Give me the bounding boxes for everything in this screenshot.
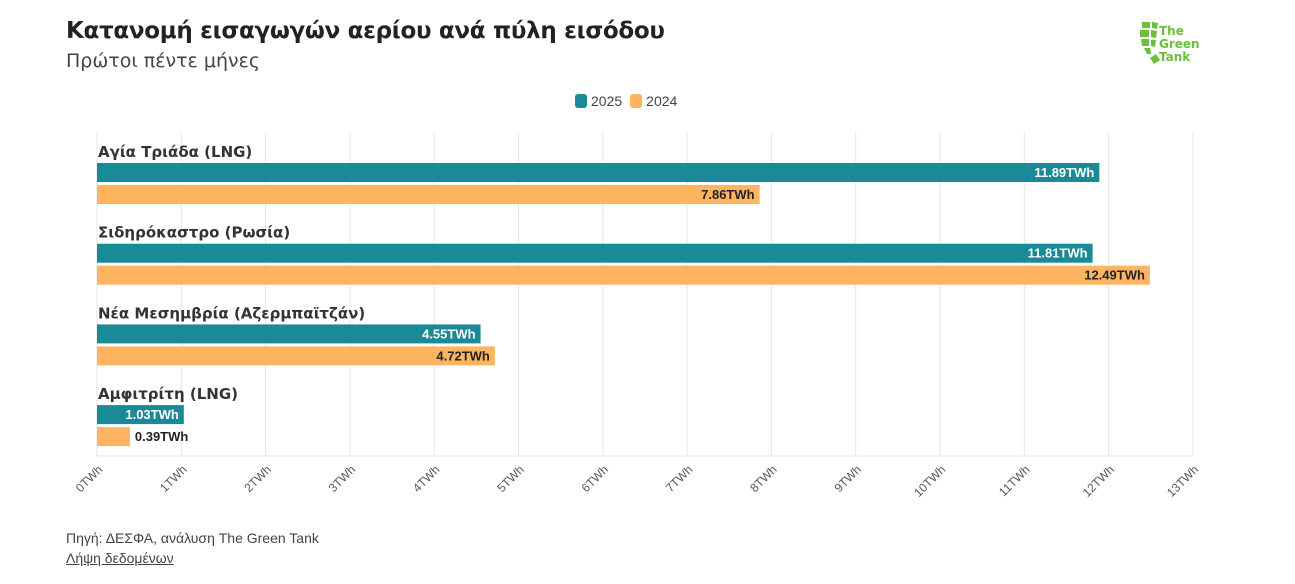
bar [97, 185, 760, 204]
legend-label-2024: 2024 [646, 93, 678, 109]
category-label: Αμφιτρίτη (LNG) [98, 385, 238, 403]
x-tick-label: 8TWh [747, 462, 780, 495]
legend-label-2025: 2025 [591, 93, 623, 109]
bar [97, 346, 495, 366]
x-tick-label: 3TWh [326, 462, 359, 495]
legend-swatch-2025 [575, 94, 587, 108]
x-tick-label: 10TWh [911, 462, 948, 499]
x-tick-label: 4TWh [410, 462, 443, 495]
data-label: 4.72TWh [436, 348, 490, 363]
logo-line-2: Green [1159, 37, 1200, 51]
x-tick-label: 5TWh [494, 462, 527, 495]
data-label: 11.81TWh [1028, 246, 1088, 261]
bar [97, 427, 130, 447]
data-label: 12.49TWh [1084, 268, 1145, 283]
bar [97, 265, 1150, 285]
legend: 2025 2024 [575, 93, 685, 109]
x-tick-label: 1TWh [157, 462, 190, 495]
data-label: 0.39TWh [135, 429, 189, 444]
bar [97, 405, 184, 425]
legend-swatch-2024 [630, 94, 643, 108]
bar [97, 163, 1100, 182]
data-label: 4.55TWh [422, 326, 476, 341]
data-label: 7.86TWh [701, 187, 755, 202]
bar [97, 324, 481, 344]
data-label: 11.89TWh [1034, 165, 1094, 180]
data-label: 1.03TWh [125, 407, 179, 422]
category-label: Σιδηρόκαστρο (Ρωσία) [98, 224, 290, 242]
category-label: Νέα Μεσημβρία (Αζερμπαϊτζάν) [98, 304, 365, 322]
x-tick-label: 9TWh [832, 462, 865, 495]
chart-title: Κατανομή εισαγωγών αερίου ανά πύλη εισόδ… [66, 18, 665, 44]
logo-line-3: Tank [1159, 50, 1191, 64]
x-tick-label: 2TWh [241, 462, 274, 495]
download-data-link[interactable]: Λήψη δεδομένων [66, 550, 174, 566]
chart-subtitle: Πρώτοι πέντε μήνες [66, 50, 261, 72]
source-note: Πηγή: ΔΕΣΦΑ, ανάλυση The Green Tank [66, 530, 319, 546]
legend-item-2025[interactable]: 2025 [575, 93, 622, 109]
x-tick-label: 12TWh [1080, 462, 1117, 499]
category-label: Αγία Τριάδα (LNG) [98, 143, 252, 161]
logo-line-1: The [1159, 24, 1184, 38]
x-tick-label: 13TWh [1164, 462, 1201, 499]
x-tick-label: 0TWh [73, 462, 106, 495]
x-tick-label: 6TWh [579, 462, 612, 495]
logo-text: The Green Tank [1159, 25, 1200, 64]
bar [97, 243, 1093, 263]
x-tick-label: 7TWh [663, 462, 696, 495]
green-tank-logo-icon [1140, 22, 1160, 64]
legend-item-2024[interactable]: 2024 [630, 93, 677, 109]
x-tick-label: 11TWh [996, 462, 1033, 499]
